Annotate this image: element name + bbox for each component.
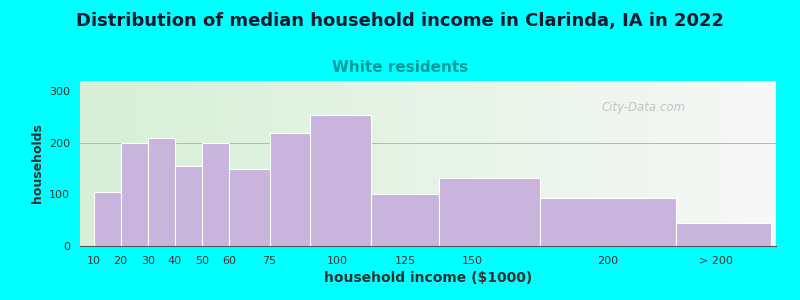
Y-axis label: households: households [30, 124, 43, 203]
Bar [229, 169, 270, 246]
Bar [371, 194, 439, 246]
Bar [540, 198, 676, 246]
Bar [94, 192, 121, 246]
Bar [121, 143, 148, 246]
Bar [174, 166, 202, 246]
Bar [270, 133, 310, 246]
Bar [202, 143, 229, 246]
X-axis label: household income ($1000): household income ($1000) [324, 271, 532, 285]
Bar [148, 138, 174, 246]
Text: Distribution of median household income in Clarinda, IA in 2022: Distribution of median household income … [76, 12, 724, 30]
Text: White residents: White residents [332, 60, 468, 75]
Bar [676, 223, 770, 246]
Bar [439, 178, 540, 246]
Bar [310, 115, 371, 246]
Text: City-Data.com: City-Data.com [602, 101, 686, 114]
